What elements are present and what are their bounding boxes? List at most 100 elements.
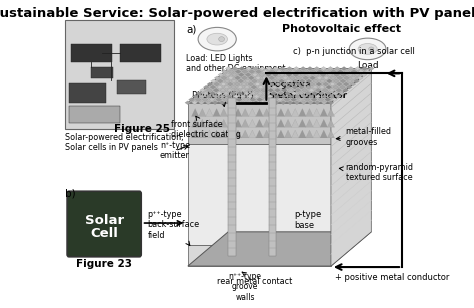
Polygon shape xyxy=(245,73,251,77)
Polygon shape xyxy=(216,98,222,102)
Polygon shape xyxy=(324,70,330,74)
Text: Cell: Cell xyxy=(90,227,118,240)
Polygon shape xyxy=(277,109,284,116)
Polygon shape xyxy=(313,119,320,127)
Polygon shape xyxy=(271,91,277,95)
Polygon shape xyxy=(289,82,294,86)
Polygon shape xyxy=(200,88,205,92)
Polygon shape xyxy=(333,85,338,89)
Polygon shape xyxy=(327,130,335,138)
Polygon shape xyxy=(227,88,233,92)
Text: negative
metal conductor: negative metal conductor xyxy=(269,80,347,99)
Polygon shape xyxy=(226,101,232,105)
Polygon shape xyxy=(244,85,250,89)
Polygon shape xyxy=(206,109,213,116)
Polygon shape xyxy=(234,130,242,138)
Polygon shape xyxy=(255,82,261,86)
Polygon shape xyxy=(188,103,331,144)
Polygon shape xyxy=(287,67,292,71)
Polygon shape xyxy=(277,130,284,138)
Polygon shape xyxy=(284,109,292,116)
Polygon shape xyxy=(302,82,308,86)
Polygon shape xyxy=(280,67,286,71)
Polygon shape xyxy=(292,130,299,138)
Polygon shape xyxy=(296,76,302,80)
Polygon shape xyxy=(231,73,237,77)
Polygon shape xyxy=(250,91,256,95)
Polygon shape xyxy=(297,70,302,74)
Polygon shape xyxy=(249,109,256,116)
Polygon shape xyxy=(191,130,199,138)
Polygon shape xyxy=(275,76,282,80)
Polygon shape xyxy=(240,88,246,92)
Text: a): a) xyxy=(186,24,197,34)
Polygon shape xyxy=(295,82,301,86)
Polygon shape xyxy=(237,85,243,89)
Polygon shape xyxy=(249,130,256,138)
Polygon shape xyxy=(221,76,227,80)
Polygon shape xyxy=(291,98,297,102)
Polygon shape xyxy=(242,119,249,127)
Polygon shape xyxy=(299,109,306,116)
Polygon shape xyxy=(277,98,283,102)
Polygon shape xyxy=(213,130,220,138)
Polygon shape xyxy=(233,95,239,99)
Polygon shape xyxy=(267,95,273,99)
Text: n⁺⁺-type
groove
walls: n⁺⁺-type groove walls xyxy=(228,272,262,302)
Polygon shape xyxy=(257,98,263,102)
Polygon shape xyxy=(294,101,300,105)
Polygon shape xyxy=(270,98,276,102)
Polygon shape xyxy=(343,82,349,86)
Polygon shape xyxy=(242,130,249,138)
Polygon shape xyxy=(247,88,253,92)
Polygon shape xyxy=(332,98,337,102)
Polygon shape xyxy=(350,82,356,86)
Polygon shape xyxy=(264,91,270,95)
Polygon shape xyxy=(328,67,333,71)
Text: c)  p-n junction in a solar cell: c) p-n junction in a solar cell xyxy=(293,47,415,56)
Polygon shape xyxy=(255,76,261,80)
Polygon shape xyxy=(306,79,312,83)
Polygon shape xyxy=(227,119,235,127)
Polygon shape xyxy=(307,73,312,77)
Polygon shape xyxy=(263,119,270,127)
Polygon shape xyxy=(205,101,211,105)
Polygon shape xyxy=(261,88,267,92)
Polygon shape xyxy=(260,95,266,99)
Polygon shape xyxy=(298,98,303,102)
Polygon shape xyxy=(327,73,333,77)
Polygon shape xyxy=(325,91,331,95)
Polygon shape xyxy=(219,95,225,99)
Polygon shape xyxy=(246,67,252,71)
Polygon shape xyxy=(191,109,199,116)
Polygon shape xyxy=(234,109,242,116)
Polygon shape xyxy=(220,88,226,92)
Polygon shape xyxy=(312,85,318,89)
Polygon shape xyxy=(358,70,364,74)
Polygon shape xyxy=(227,109,235,116)
Polygon shape xyxy=(263,70,268,74)
Polygon shape xyxy=(365,70,371,74)
Polygon shape xyxy=(340,79,346,83)
Polygon shape xyxy=(223,91,229,95)
Polygon shape xyxy=(320,109,328,116)
Polygon shape xyxy=(206,130,213,138)
Polygon shape xyxy=(292,109,299,116)
Polygon shape xyxy=(212,101,218,105)
Polygon shape xyxy=(239,67,245,71)
Polygon shape xyxy=(331,68,371,266)
Polygon shape xyxy=(220,130,228,138)
Polygon shape xyxy=(234,119,242,127)
Polygon shape xyxy=(290,70,296,74)
Polygon shape xyxy=(320,67,327,71)
Polygon shape xyxy=(199,119,206,127)
Polygon shape xyxy=(191,119,199,127)
Polygon shape xyxy=(188,245,331,266)
Polygon shape xyxy=(263,130,270,138)
Polygon shape xyxy=(337,70,343,74)
Polygon shape xyxy=(246,101,252,105)
Polygon shape xyxy=(247,95,253,99)
Polygon shape xyxy=(219,101,225,105)
Polygon shape xyxy=(199,101,204,105)
Polygon shape xyxy=(317,70,323,74)
